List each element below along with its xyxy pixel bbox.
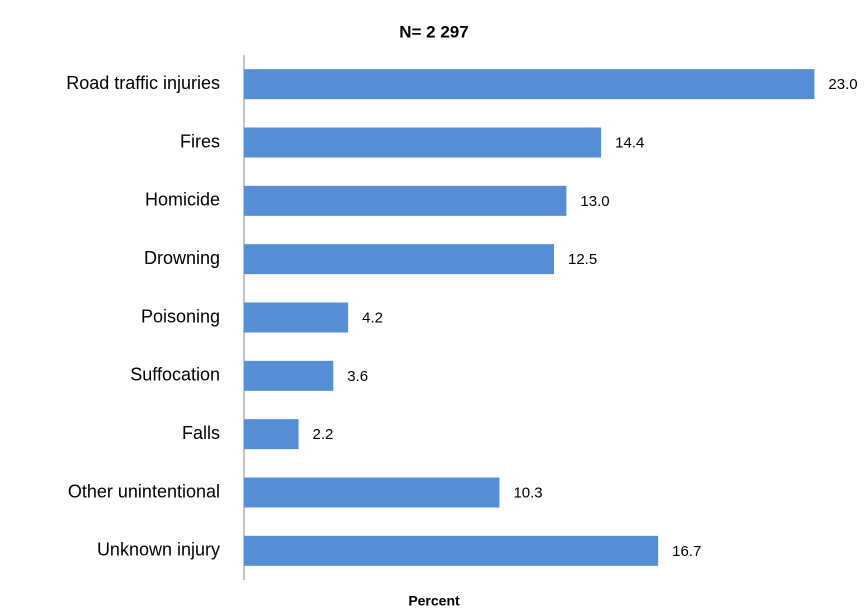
category-label: Falls [182,423,220,443]
value-label: 14.4 [615,134,644,151]
bar [244,360,334,391]
category-label: Road traffic injuries [66,73,220,93]
x-axis-label: Percent [408,593,460,609]
value-label: 10.3 [513,484,542,501]
category-label: Suffocation [130,365,220,385]
bar [244,419,299,450]
category-label: Fires [180,131,220,151]
value-label: 23.0 [828,76,857,93]
bar [244,302,349,333]
chart-title: N= 2 297 [399,22,468,41]
category-label: Homicide [145,190,220,210]
value-label: 13.0 [580,193,609,210]
value-label: 12.5 [568,251,597,268]
category-label: Other unintentional [68,481,220,501]
bar [244,535,659,566]
value-label: 3.6 [347,368,368,385]
value-label: 2.2 [313,426,334,443]
bar [244,127,602,158]
bar [244,69,815,100]
category-label: Poisoning [141,306,220,326]
bar [244,244,554,275]
value-label: 16.7 [672,543,701,560]
value-label: 4.2 [362,309,383,326]
category-label: Drowning [144,248,220,268]
bar [244,185,567,216]
category-label: Unknown injury [97,540,220,560]
bar [244,477,500,508]
